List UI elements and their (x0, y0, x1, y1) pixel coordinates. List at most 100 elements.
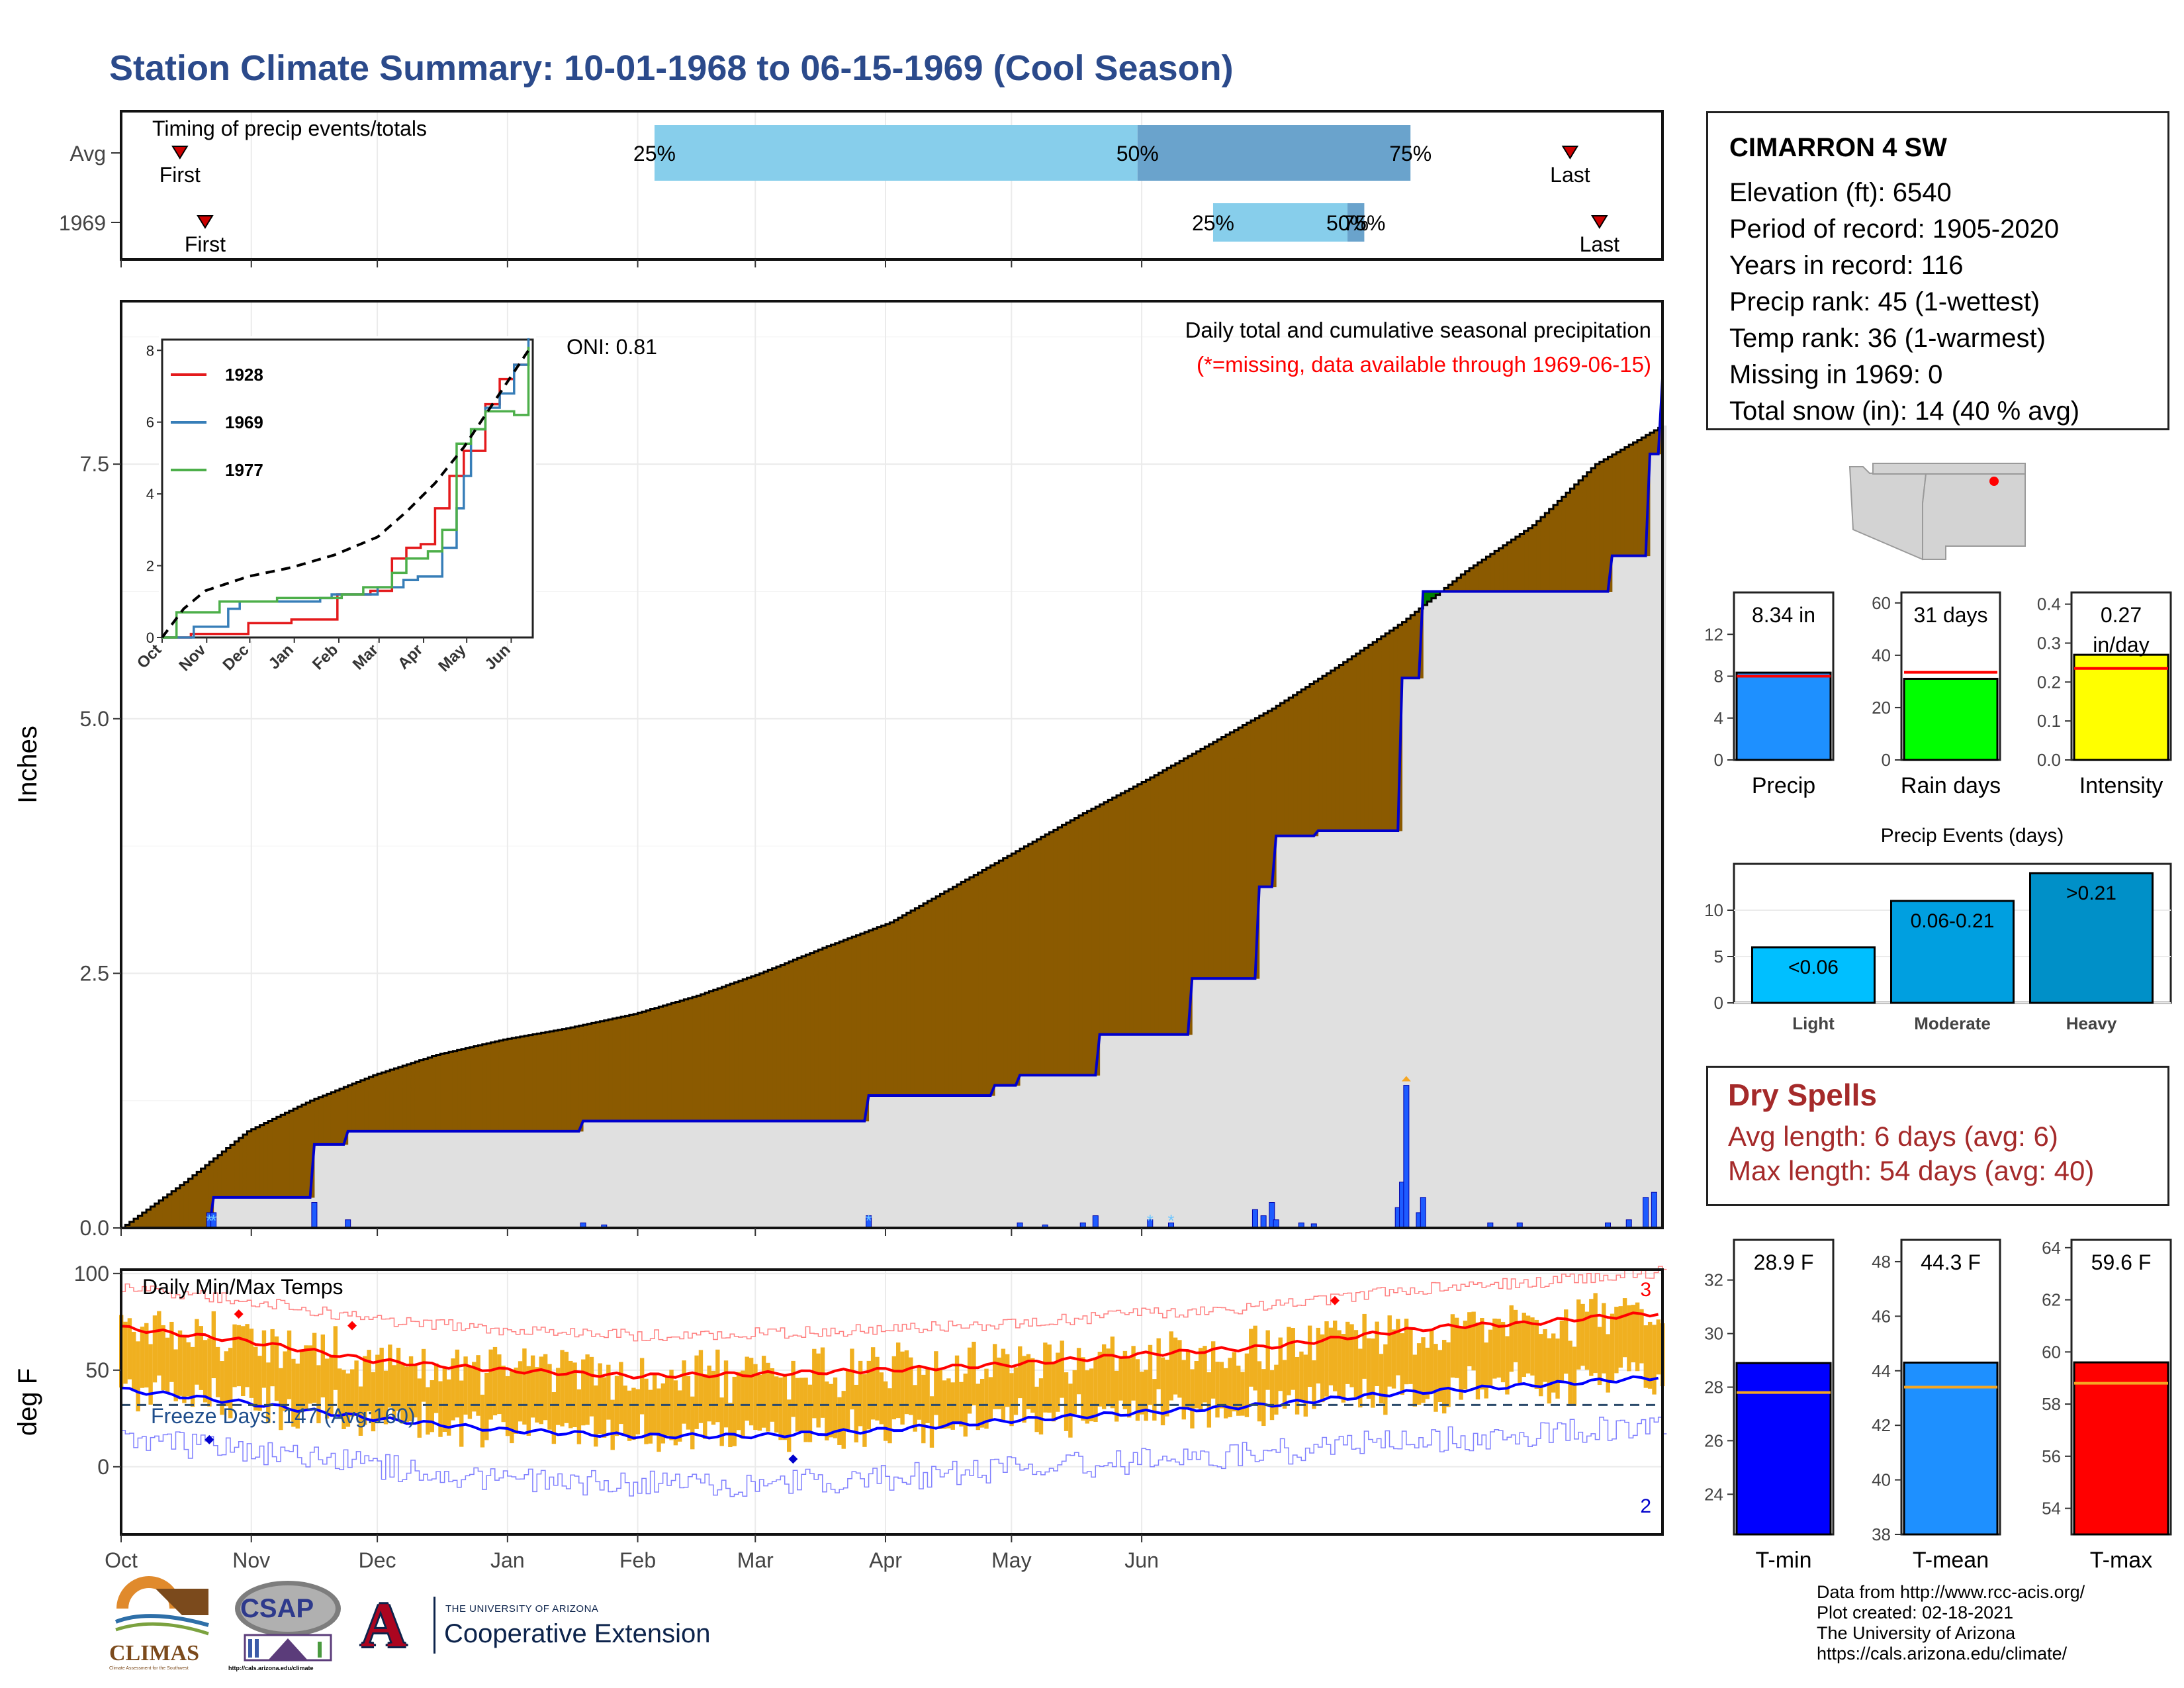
average-cumulative-line (121, 426, 1662, 1229)
daily-temp-bar (917, 1365, 922, 1420)
daily-temp-bar (1110, 1336, 1115, 1409)
daily-temp-bar (1412, 1354, 1417, 1407)
daily-temp-bar (1534, 1319, 1539, 1389)
daily-temp-bar (358, 1386, 363, 1436)
daily-temp-bar (266, 1362, 271, 1423)
timing-row-label: Avg (69, 142, 106, 165)
daily-temp-bar (1488, 1329, 1493, 1389)
daily-temp-bar (388, 1344, 392, 1408)
mini-category-label: Intensity (2079, 773, 2163, 798)
daily-temp-bar (1647, 1321, 1653, 1389)
dry-avg-length: Avg length: 6 days (avg: 6) (1728, 1121, 2058, 1152)
daily-temp-bar (1312, 1360, 1316, 1409)
daily-temp-bar (501, 1366, 506, 1423)
record-low-line (121, 1417, 1667, 1497)
state-locator-map (1846, 463, 2032, 563)
average-max-line (120, 1311, 1659, 1380)
daily-temp-bar (253, 1346, 258, 1411)
month-tick-label: May (991, 1548, 1031, 1572)
temperature-panel: 0 50 100 Oct Nov Dec Jan Feb Mar Apr May Jun deg F Da… (13, 1262, 1667, 1572)
daily-precip-bar (1420, 1197, 1426, 1229)
daily-temp-bar (304, 1345, 308, 1410)
daily-temp-bar (1450, 1314, 1455, 1378)
daily-temp-bar (1076, 1348, 1081, 1395)
station-name: CIMARRON 4 SW (1729, 133, 1947, 162)
daily-temp-bar (807, 1384, 813, 1442)
daily-temp-bar (913, 1385, 917, 1432)
temp-rank-line: Temp rank: 36 (1-warmest) (1729, 324, 2046, 353)
daily-temp-bar (543, 1354, 548, 1421)
daily-temp-bar (1328, 1327, 1334, 1385)
daily-temp-bar (694, 1355, 699, 1429)
daily-temp-bar (203, 1340, 208, 1403)
daily-temp-bar (1026, 1354, 1031, 1409)
daily-temp-bar (1543, 1329, 1547, 1382)
daily-temp-bar (1353, 1330, 1359, 1397)
daily-temp-bar (841, 1391, 846, 1449)
daily-temp-bar (639, 1358, 645, 1415)
daily-temp-bar (430, 1380, 435, 1432)
daily-temp-bar (972, 1341, 976, 1405)
mini-bar-rain-days (1903, 677, 1999, 761)
daily-temp-bar (220, 1361, 224, 1415)
daily-temp-bar (883, 1381, 888, 1441)
daily-temp-bar (1337, 1330, 1342, 1397)
daily-temp-bar (295, 1363, 300, 1429)
daily-temp-bar (1269, 1370, 1275, 1421)
first-event-marker (197, 215, 214, 229)
daily-temp-bar (1480, 1318, 1484, 1390)
daily-temp-bar (1433, 1344, 1438, 1412)
daily-temp-bar (497, 1354, 502, 1415)
mini-y-tick-label: 20 (1872, 698, 1891, 718)
daily-temp-bar (1299, 1351, 1304, 1401)
daily-temp-bar (1627, 1305, 1631, 1372)
month-tick-label: Jun (1124, 1548, 1159, 1572)
daily-temp-bar (1547, 1338, 1552, 1404)
inset-legend-label: 1928 (225, 365, 263, 385)
daily-temp-bar (367, 1350, 371, 1412)
daily-temp-bar (896, 1342, 901, 1419)
daily-temp-bar (1568, 1340, 1572, 1406)
daily-temp-bar (232, 1324, 237, 1387)
daily-temp-bar (866, 1360, 871, 1430)
timing-label-75: 75% (1343, 211, 1385, 235)
daily-temp-bar (753, 1364, 758, 1430)
temp-frame (120, 1268, 1664, 1536)
mini-category-label: T-max (2090, 1548, 2152, 1573)
daily-temp-bar (1068, 1383, 1073, 1438)
mini-value-label-2: in/day (2093, 633, 2149, 657)
precip-frame (120, 300, 1664, 1229)
daily-temp-bar (333, 1326, 338, 1390)
timing-label-50: 50% (1326, 211, 1369, 235)
mini-y-tick-label: 30 (1704, 1324, 1723, 1344)
daily-temp-bar (778, 1378, 783, 1440)
station-location-marker (1989, 477, 1999, 486)
climas-sub: Climate Assessment for the Southwest (109, 1666, 189, 1671)
daily-temp-bar (337, 1368, 342, 1419)
daily-temp-bar (1467, 1312, 1472, 1366)
daily-temp-bar (816, 1353, 821, 1428)
daily-temp-bar (707, 1365, 711, 1422)
daily-temp-bar (1127, 1358, 1132, 1418)
daily-temp-bar (140, 1327, 145, 1388)
inset-series-1928 (162, 350, 530, 639)
mini-value-label: 59.6 F (2091, 1250, 2152, 1274)
daily-temp-bar (900, 1351, 905, 1425)
daily-temp-bar (1455, 1317, 1459, 1378)
csap-cloud-icon (235, 1581, 341, 1662)
daily-temp-bar (438, 1381, 443, 1437)
mini-y-tick-label: 32 (1704, 1270, 1723, 1290)
mini-y-tick-label: 38 (1872, 1524, 1891, 1544)
daily-temp-bar (518, 1361, 523, 1422)
daily-temp-bar (291, 1358, 296, 1427)
daily-temp-bar (1530, 1317, 1535, 1376)
daily-temp-bar (602, 1377, 607, 1438)
daily-temp-bar (1484, 1342, 1488, 1399)
daily-temp-bar (1081, 1357, 1085, 1421)
daily-temp-bar (1115, 1370, 1119, 1422)
events-bar-label: <0.06 (1788, 957, 1839, 978)
daily-temp-bar (1475, 1322, 1480, 1400)
climas-logo: CLIMAS Climate Assessment for the Southw… (109, 1575, 215, 1675)
daily-temp-bar (249, 1329, 254, 1398)
daily-temp-bar (791, 1360, 796, 1417)
